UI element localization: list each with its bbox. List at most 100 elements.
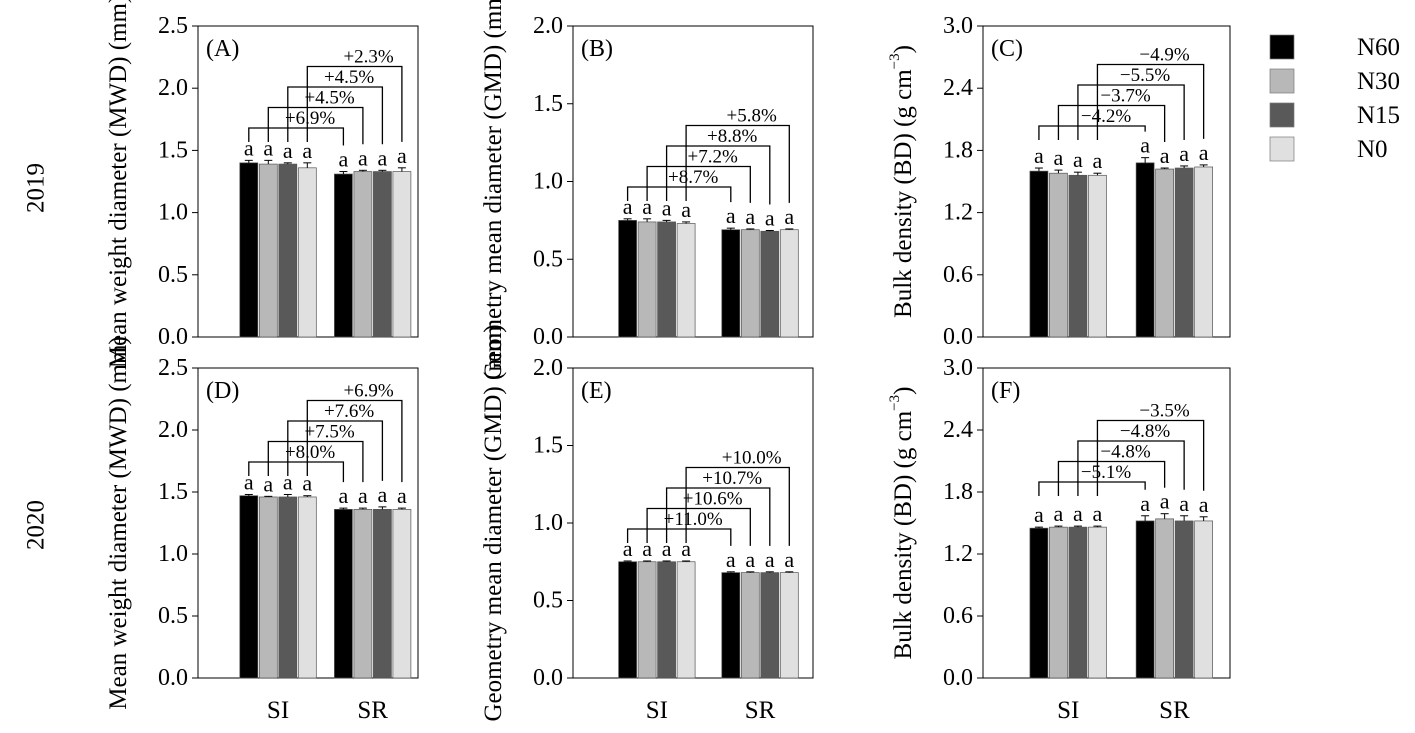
significance-letter: a <box>339 483 349 508</box>
y-tick-label: 1.5 <box>533 433 563 459</box>
panel-label: (F) <box>991 378 1020 404</box>
y-axis-title: Bulk density (BD) (g cm−3) <box>887 45 916 318</box>
comparison-bracket <box>646 507 751 546</box>
bar-sr-n60 <box>1135 162 1155 338</box>
comparison-percent: −3.5% <box>1139 401 1189 422</box>
bar-sr-n0 <box>779 229 799 338</box>
comparison-percent: −4.9% <box>1139 45 1189 66</box>
bar-sr-n60 <box>721 572 741 679</box>
y-tick-label: 1.2 <box>943 541 973 567</box>
comparison-percent: −5.5% <box>1120 65 1170 86</box>
comparison-bracket <box>665 145 771 205</box>
y-tick-label: 1.0 <box>158 200 188 226</box>
significance-letter: a <box>263 471 273 496</box>
significance-letter: a <box>302 138 312 163</box>
y-tick-label: 2.0 <box>533 355 563 381</box>
significance-letter: a <box>378 482 388 507</box>
y-tick-label: 0.6 <box>943 603 973 629</box>
comparison-bracket <box>287 420 384 481</box>
significance-letter: a <box>1073 147 1083 172</box>
y-axis-title-end: ) <box>890 387 917 395</box>
significance-letter: a <box>765 547 775 572</box>
comparison-percent: −3.7% <box>1100 86 1150 107</box>
panel-label: (A) <box>206 36 239 62</box>
bar-sr-n15 <box>373 171 392 338</box>
significance-letter: a <box>1199 492 1209 517</box>
comparison-bracket <box>267 440 364 483</box>
comparison-percent: +2.3% <box>343 47 393 68</box>
y-axis-title-exponent: −3 <box>887 53 903 69</box>
comparison-percent: +4.5% <box>324 67 374 88</box>
bar-sr-n0 <box>1194 520 1213 679</box>
bar-si-n30 <box>258 163 278 338</box>
panel-f: 0.0 0.6 1.2 1.8 2.4 3.0 Bulk density (BD) (g c… <box>887 355 1231 724</box>
significance-letter: a <box>378 145 388 170</box>
comparison-bracket <box>1057 104 1166 143</box>
bar-sr-n30 <box>1155 518 1174 679</box>
bar-sr-n60 <box>334 173 353 338</box>
bar-si-n15 <box>1068 526 1088 679</box>
bar-si-n30 <box>1049 526 1068 679</box>
significance-letter: a <box>397 483 407 508</box>
significance-letter: a <box>283 138 293 163</box>
comparison-percent: +7.5% <box>304 422 354 443</box>
y-tick-label: 2.5 <box>158 13 188 39</box>
bar-si-n30 <box>637 561 657 679</box>
y-axis-title: Bulk density (BD) (g cm−3) <box>887 387 916 660</box>
y-axis-title: Geometry mean diameter (GMD) (mm) <box>480 324 507 721</box>
x-category-label: SR <box>357 697 388 724</box>
y-tick-label: 3.0 <box>943 355 973 381</box>
panel-a: 0.0 0.5 1.0 1.5 2.0 2.5 Mean weight diameter (… <box>105 0 419 368</box>
significance-letter: a <box>302 471 312 496</box>
y-axis-title-text: Geometry mean diameter (GMD) (mm) <box>480 0 507 380</box>
y-axis-title-text: Geometry mean diameter (GMD) (mm) <box>480 324 507 721</box>
x-category-label: SI <box>1057 697 1079 724</box>
bar-si-n0 <box>1088 174 1107 338</box>
comparison-percent: +10.7% <box>702 468 762 489</box>
row-label-2020: 2020 <box>23 500 50 550</box>
y-tick-label: 3.0 <box>943 13 973 39</box>
comparison-bracket <box>1096 63 1205 140</box>
y-tick-label: 0.6 <box>943 262 973 288</box>
y-tick-label: 0.0 <box>533 324 563 350</box>
significance-letter: a <box>1199 140 1209 165</box>
y-tick-label: 2.0 <box>533 13 563 39</box>
significance-letter: a <box>339 147 349 172</box>
y-axis-title-exponent: −3 <box>887 395 903 411</box>
legend-swatch-n15 <box>1269 102 1295 128</box>
bar-sr-n60 <box>721 229 741 338</box>
comparison-percent: −4.8% <box>1100 442 1150 463</box>
significance-letter: a <box>1160 143 1170 168</box>
bar-si-n15 <box>657 221 676 338</box>
comparison-bracket <box>306 65 403 142</box>
y-tick-label: 2.4 <box>943 417 973 443</box>
comparison-percent: +10.6% <box>683 489 743 510</box>
comparison-bracket <box>287 86 384 145</box>
legend: N60 N30 N15 N0 <box>1269 34 1400 163</box>
x-category-label: SR <box>745 697 776 724</box>
y-tick-label: 1.5 <box>158 479 188 505</box>
comparison-percent: −4.8% <box>1120 421 1170 442</box>
comparison-bracket <box>248 461 345 483</box>
comparison-percent: +4.5% <box>304 88 354 109</box>
legend-swatch-n30 <box>1269 68 1295 94</box>
significance-letter: a <box>765 205 775 230</box>
comparison-bracket <box>646 165 751 203</box>
bar-si-n15 <box>278 496 298 679</box>
bar-si-n60 <box>618 561 637 679</box>
panel-label: (B) <box>581 36 613 62</box>
y-tick-label: 2.4 <box>943 75 973 101</box>
y-tick-label: 0.0 <box>158 324 188 350</box>
significance-letter: a <box>1179 141 1189 166</box>
y-tick-label: 0.0 <box>943 324 973 350</box>
panel-e: 0.0 0.5 1.0 1.5 2.0 Geometry mean diameter (G… <box>480 324 814 724</box>
significance-letter: a <box>397 143 407 168</box>
bar-si-n60 <box>1029 527 1049 679</box>
bar-si-n30 <box>258 496 278 679</box>
x-category-label: SI <box>267 697 289 724</box>
bar-si-n15 <box>657 561 676 679</box>
y-tick-label: 0.5 <box>158 603 188 629</box>
significance-letter: a <box>358 483 368 508</box>
bar-si-n15 <box>1068 174 1088 338</box>
y-axis-title-text: Mean weight diameter (MWD) (mm) <box>105 336 132 710</box>
